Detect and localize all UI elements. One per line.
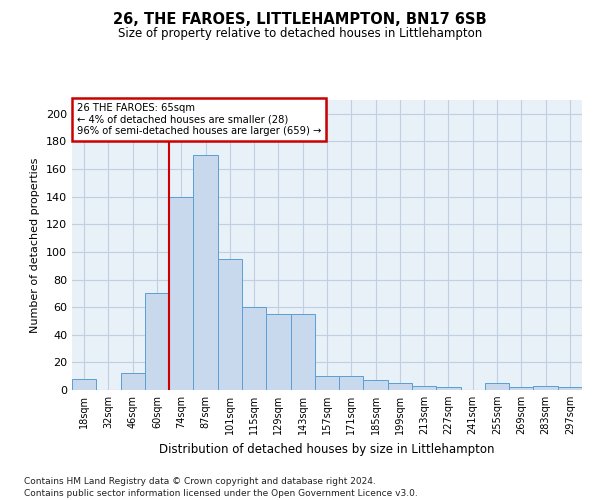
Bar xyxy=(533,386,558,390)
Text: 26 THE FAROES: 65sqm
← 4% of detached houses are smaller (28)
96% of semi-detach: 26 THE FAROES: 65sqm ← 4% of detached ho… xyxy=(77,103,322,136)
Text: Size of property relative to detached houses in Littlehampton: Size of property relative to detached ho… xyxy=(118,28,482,40)
Bar xyxy=(388,383,412,390)
Bar xyxy=(509,387,533,390)
Bar xyxy=(266,314,290,390)
Bar xyxy=(169,196,193,390)
Bar xyxy=(290,314,315,390)
Bar xyxy=(193,155,218,390)
Text: 26, THE FAROES, LITTLEHAMPTON, BN17 6SB: 26, THE FAROES, LITTLEHAMPTON, BN17 6SB xyxy=(113,12,487,28)
Bar xyxy=(339,376,364,390)
Bar xyxy=(558,387,582,390)
Bar xyxy=(121,374,145,390)
Bar xyxy=(242,307,266,390)
Bar xyxy=(436,387,461,390)
Bar xyxy=(364,380,388,390)
Text: Contains public sector information licensed under the Open Government Licence v3: Contains public sector information licen… xyxy=(24,489,418,498)
Text: Distribution of detached houses by size in Littlehampton: Distribution of detached houses by size … xyxy=(159,442,495,456)
Bar xyxy=(412,386,436,390)
Bar xyxy=(72,379,96,390)
Bar xyxy=(145,294,169,390)
Bar xyxy=(315,376,339,390)
Text: Contains HM Land Registry data © Crown copyright and database right 2024.: Contains HM Land Registry data © Crown c… xyxy=(24,478,376,486)
Y-axis label: Number of detached properties: Number of detached properties xyxy=(31,158,40,332)
Bar xyxy=(485,383,509,390)
Bar xyxy=(218,259,242,390)
